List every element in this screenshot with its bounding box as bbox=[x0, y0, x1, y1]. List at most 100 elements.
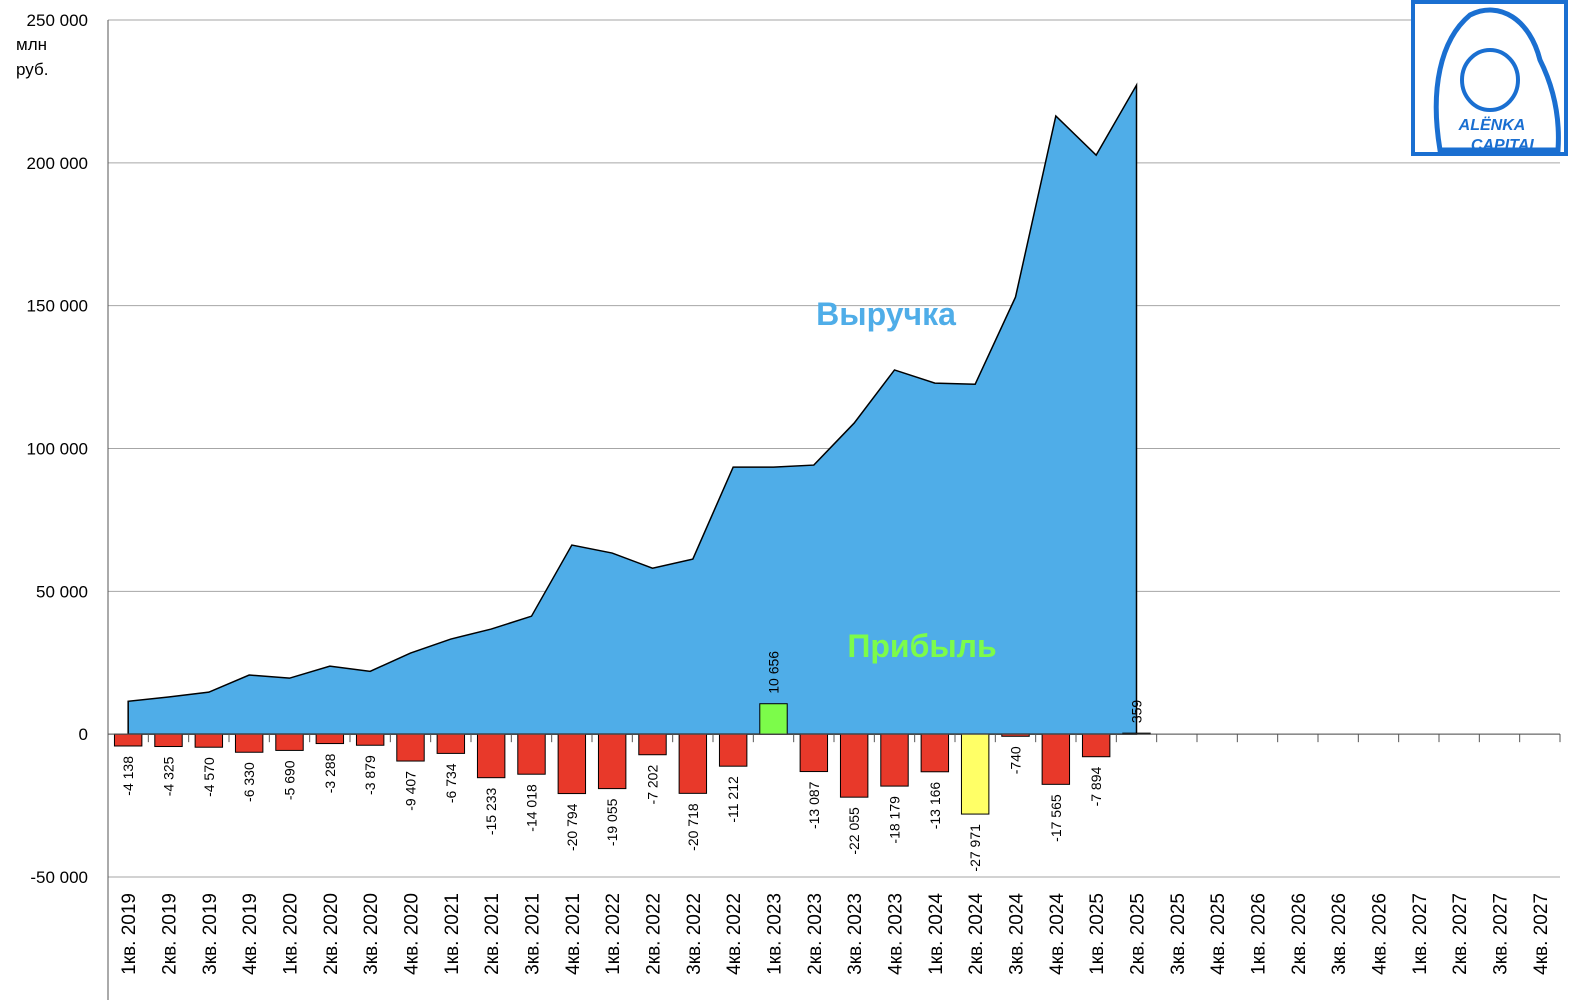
bar bbox=[557, 733, 587, 795]
data-label: -20 718 bbox=[685, 803, 701, 851]
x-tick-label: 1кв. 2023 bbox=[765, 893, 786, 975]
data-label: -6 734 bbox=[443, 763, 459, 803]
data-label: -15 233 bbox=[483, 787, 499, 835]
y-tick-label: 250 000 bbox=[27, 11, 88, 30]
x-tick-label: 3кв. 2026 bbox=[1329, 893, 1350, 975]
bar bbox=[396, 733, 425, 762]
data-label: -7 894 bbox=[1088, 767, 1104, 807]
data-label: 359 bbox=[1129, 700, 1145, 724]
data-label: -4 325 bbox=[161, 756, 177, 796]
x-tick-label: 4кв. 2022 bbox=[724, 893, 745, 975]
x-tick-label: 1кв. 2021 bbox=[442, 893, 463, 975]
x-tick-label: 4кв. 2021 bbox=[563, 893, 584, 975]
data-label: -27 971 bbox=[967, 824, 983, 872]
area bbox=[127, 82, 1138, 735]
series-label: Прибыль bbox=[847, 628, 996, 664]
bar bbox=[799, 733, 829, 773]
x-tick-label: 3кв. 2019 bbox=[200, 893, 221, 975]
data-label: -9 407 bbox=[403, 771, 419, 811]
bar bbox=[839, 733, 869, 798]
x-tick-label: 2кв. 2026 bbox=[1289, 893, 1310, 975]
data-label: -17 565 bbox=[1048, 794, 1064, 842]
data-label: -7 202 bbox=[645, 765, 661, 805]
x-tick-label: 2кв. 2019 bbox=[160, 893, 181, 975]
bar bbox=[920, 733, 950, 773]
y-tick-label: 100 000 bbox=[27, 440, 88, 459]
x-tick-label: 3кв. 2024 bbox=[1007, 893, 1028, 975]
data-label: -4 138 bbox=[120, 756, 136, 796]
x-tick-label: 2кв. 2023 bbox=[805, 893, 826, 975]
bar bbox=[113, 733, 143, 747]
x-tick-label: 1кв. 2019 bbox=[119, 893, 140, 975]
x-tick-label: 3кв. 2027 bbox=[1491, 893, 1512, 975]
data-label: -18 179 bbox=[887, 796, 903, 844]
x-tick-label: 4кв. 2027 bbox=[1531, 893, 1552, 975]
bar bbox=[517, 733, 546, 775]
logo-text: ALЁNKA bbox=[1458, 116, 1526, 134]
bar bbox=[960, 733, 990, 815]
x-tick-label: 2кв. 2020 bbox=[321, 893, 342, 975]
data-label: -19 055 bbox=[604, 798, 620, 846]
x-tick-label: 3кв. 2021 bbox=[523, 893, 544, 975]
logo-doll bbox=[1433, 7, 1561, 153]
x-tick-label: 4кв. 2020 bbox=[402, 893, 423, 975]
x-tick-label: 3кв. 2022 bbox=[684, 893, 705, 975]
y-tick-label: 200 000 bbox=[27, 154, 88, 173]
x-tick-label: 1кв. 2022 bbox=[603, 893, 624, 975]
bar bbox=[436, 733, 466, 754]
bar bbox=[759, 703, 788, 735]
data-label: -6 330 bbox=[241, 762, 257, 802]
x-tick-label: 4кв. 2019 bbox=[240, 893, 261, 975]
y-tick-label: 150 000 bbox=[27, 297, 88, 316]
x-tick-label: 3кв. 2023 bbox=[845, 893, 866, 975]
bar bbox=[718, 733, 748, 767]
x-tick-label: 1кв. 2025 bbox=[1087, 893, 1108, 975]
y-axis-label: млн bbox=[16, 35, 47, 54]
x-tick-label: 2кв. 2024 bbox=[966, 893, 987, 975]
x-tick-label: 1кв. 2026 bbox=[1249, 893, 1270, 975]
logo-face bbox=[1460, 48, 1520, 112]
x-tick-label: 1кв. 2027 bbox=[1410, 893, 1431, 975]
x-tick-label: 4кв. 2026 bbox=[1370, 893, 1391, 975]
x-tick-label: 3кв. 2020 bbox=[361, 893, 382, 975]
x-tick-label: 2кв. 2027 bbox=[1450, 893, 1471, 975]
y-tick-label: -50 000 bbox=[30, 868, 88, 887]
data-label: -3 288 bbox=[322, 753, 338, 793]
x-tick-label: 3кв. 2025 bbox=[1168, 893, 1189, 975]
data-label: -3 879 bbox=[362, 755, 378, 795]
x-tick-label: 4кв. 2024 bbox=[1047, 893, 1068, 975]
bar bbox=[315, 733, 345, 745]
bar bbox=[355, 733, 385, 746]
x-tick-label: 4кв. 2025 bbox=[1208, 893, 1229, 975]
bar bbox=[194, 733, 224, 748]
bar bbox=[638, 733, 667, 756]
bar bbox=[597, 733, 627, 790]
bar bbox=[880, 733, 909, 787]
series-label: Выручка bbox=[816, 296, 956, 332]
bar bbox=[234, 733, 264, 753]
logo: ALЁNKA CAPITAL bbox=[1411, 0, 1568, 156]
bar bbox=[275, 733, 304, 751]
data-label: -740 bbox=[1008, 746, 1024, 774]
x-tick-label: 2кв. 2021 bbox=[482, 893, 503, 975]
y-axis-label: руб. bbox=[16, 60, 48, 79]
bar bbox=[154, 733, 183, 748]
bar bbox=[476, 733, 506, 779]
x-tick-label: 2кв. 2022 bbox=[644, 893, 665, 975]
data-label: -5 690 bbox=[282, 760, 298, 800]
data-label: 10 656 bbox=[766, 651, 782, 694]
data-label: -4 570 bbox=[201, 757, 217, 797]
x-tick-label: 1кв. 2024 bbox=[926, 893, 947, 975]
data-label: -14 018 bbox=[524, 784, 540, 832]
x-tick-label: 4кв. 2023 bbox=[886, 893, 907, 975]
data-label: -11 212 bbox=[725, 776, 741, 823]
logo-text: CAPITAL bbox=[1471, 137, 1539, 154]
y-tick-label: 50 000 bbox=[36, 582, 88, 601]
bar bbox=[1081, 733, 1111, 758]
data-label: -13 166 bbox=[927, 782, 943, 830]
bar bbox=[1041, 733, 1071, 785]
data-label: -13 087 bbox=[806, 781, 822, 829]
x-tick-label: 2кв. 2025 bbox=[1128, 893, 1149, 975]
x-tick-label: 1кв. 2020 bbox=[281, 893, 302, 975]
